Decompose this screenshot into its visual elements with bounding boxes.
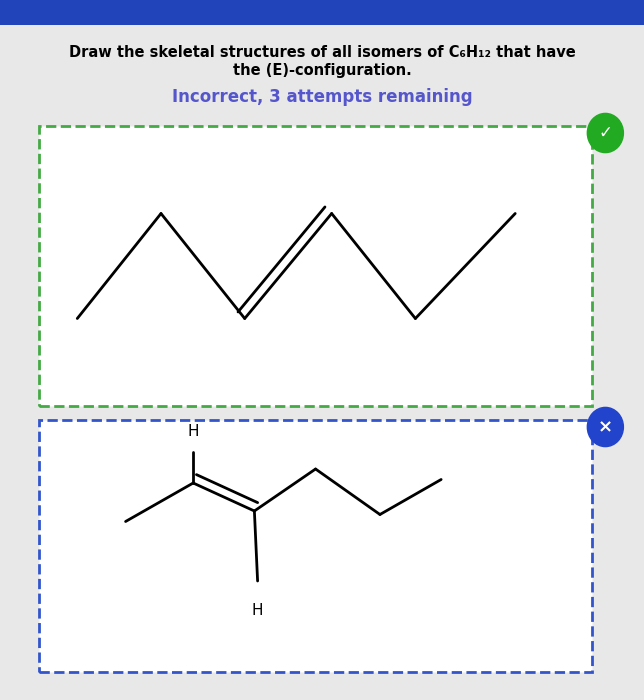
Text: ×: × [598,418,613,436]
Text: H: H [252,603,263,618]
Text: Incorrect, 3 attempts remaining: Incorrect, 3 attempts remaining [172,88,472,106]
Circle shape [587,113,623,153]
Text: Draw the skeletal structures of all isomers of C₆H₁₂ that have: Draw the skeletal structures of all isom… [69,45,575,60]
Circle shape [587,407,623,447]
Text: ✓: ✓ [598,124,612,142]
Text: the (E)-configuration.: the (E)-configuration. [232,62,412,78]
Text: H: H [187,424,199,439]
FancyBboxPatch shape [39,126,592,406]
FancyBboxPatch shape [0,0,644,25]
FancyBboxPatch shape [39,420,592,672]
